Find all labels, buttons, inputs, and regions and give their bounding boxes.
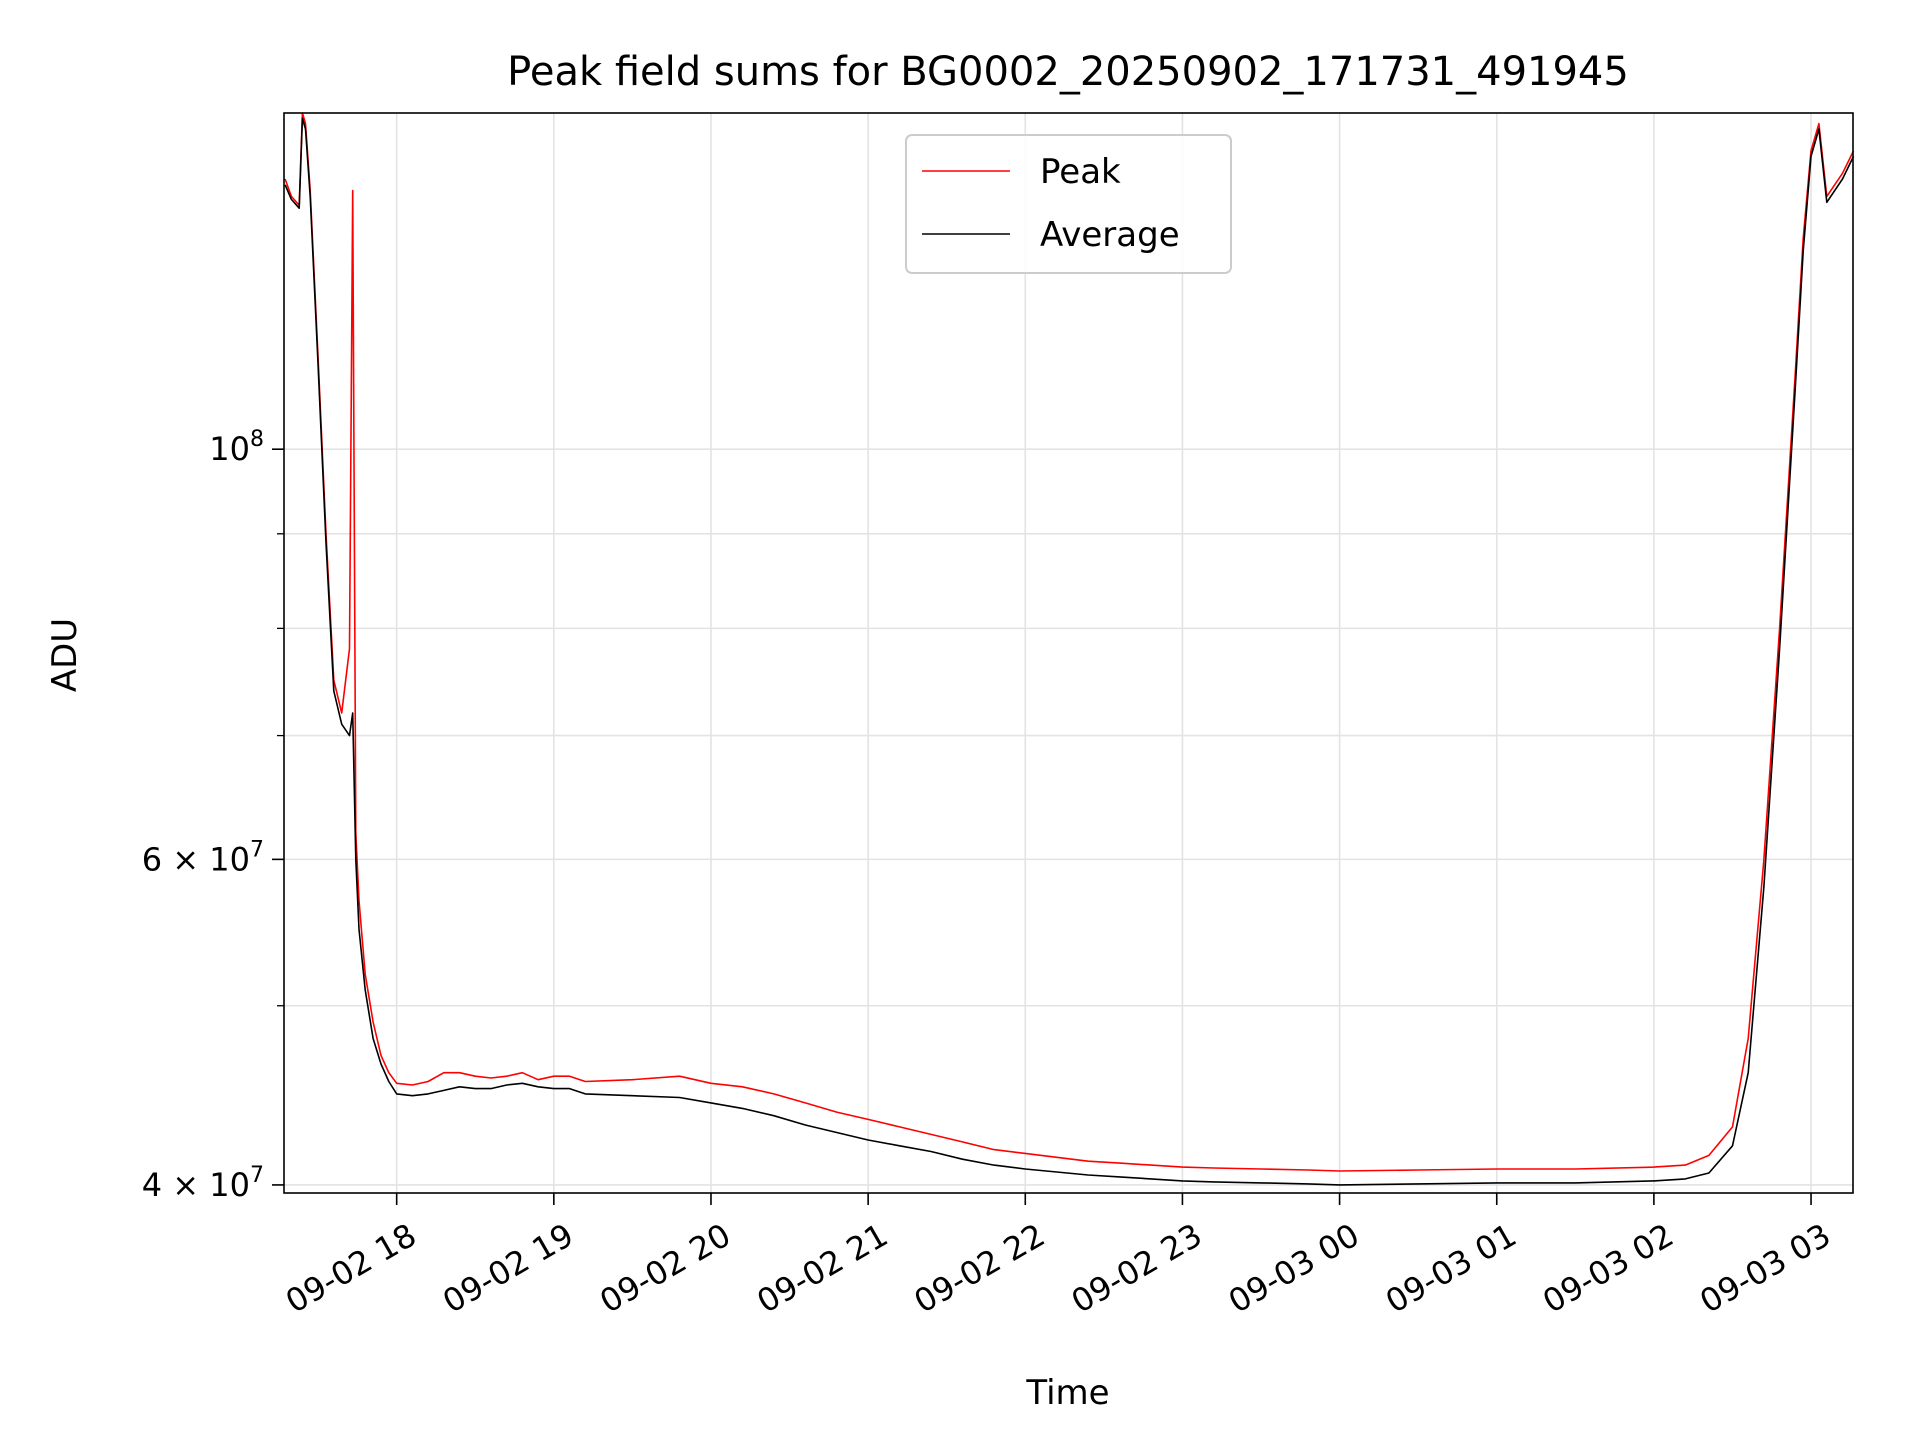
legend: Peak Average [905, 134, 1232, 274]
series-line-peak [284, 112, 1855, 1172]
y-tick-label: 6 × 107 [142, 837, 264, 878]
grid [284, 113, 1853, 1193]
y-axis-label: ADU [45, 618, 85, 692]
legend-average-label: Average [1040, 215, 1180, 255]
chart-title: Peak field sums for BG0002_20250902_1717… [507, 49, 1629, 95]
y-tick-label: 4 × 107 [142, 1163, 264, 1204]
legend-peak-label: Peak [1040, 152, 1121, 192]
plot-frame [283, 112, 1854, 1194]
series-line-average [284, 117, 1855, 1186]
series-layer [284, 112, 1855, 1186]
x-axis-label: Time [1025, 1373, 1109, 1413]
y-tick-label: 108 [209, 427, 264, 468]
legend-box [905, 134, 1232, 274]
